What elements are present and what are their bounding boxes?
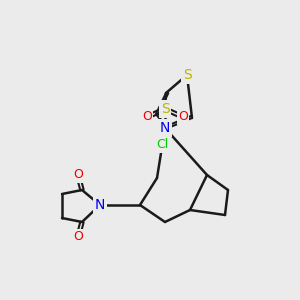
Text: S: S xyxy=(183,68,191,82)
Text: Cl: Cl xyxy=(156,139,168,152)
Text: O: O xyxy=(178,110,188,124)
Text: O: O xyxy=(73,169,83,182)
Text: O: O xyxy=(142,110,152,124)
Text: S: S xyxy=(160,102,169,116)
Text: O: O xyxy=(73,230,83,244)
Text: N: N xyxy=(160,121,170,135)
Text: N: N xyxy=(95,198,105,212)
